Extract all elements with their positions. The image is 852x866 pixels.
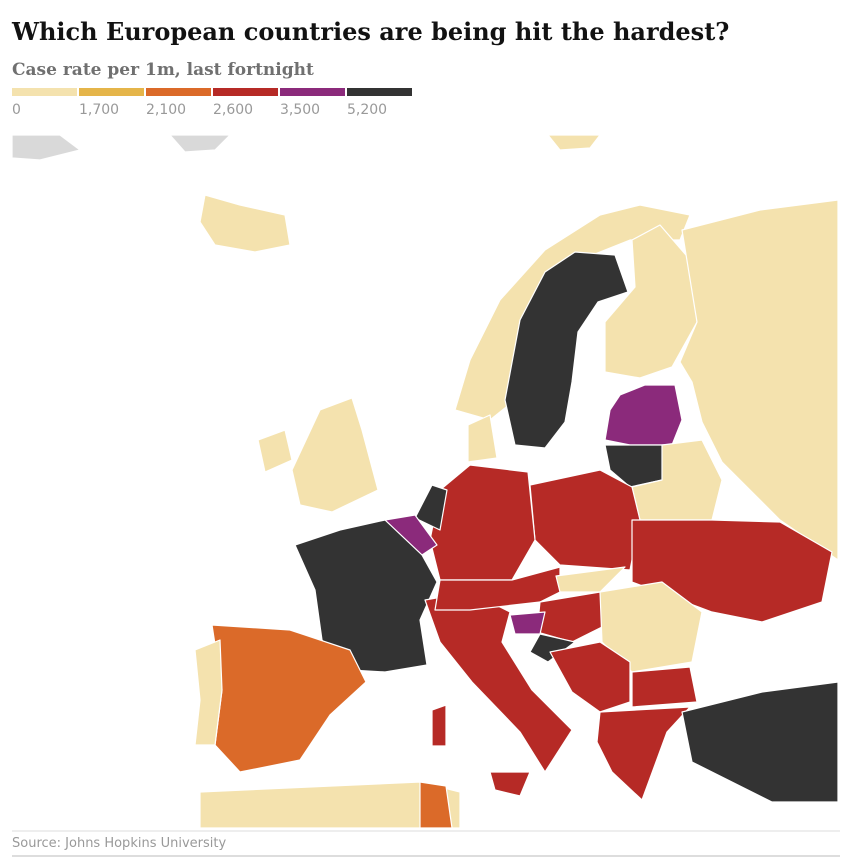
country (599, 581, 703, 673)
title: Which European countries are being hit t… (11, 17, 729, 46)
country (604, 384, 683, 446)
legend-label: 2,600 (213, 102, 253, 118)
map (11, 134, 839, 829)
country (509, 611, 546, 635)
country (291, 397, 379, 513)
country (414, 484, 448, 531)
legend-swatch (12, 88, 77, 96)
legend-swatch (280, 88, 345, 96)
country (604, 224, 698, 379)
country (199, 781, 461, 829)
country (429, 464, 536, 581)
country (504, 251, 629, 449)
country (211, 624, 367, 773)
country (257, 429, 293, 473)
country (294, 519, 438, 673)
country (631, 666, 698, 708)
country (194, 639, 223, 746)
legend-swatch (79, 88, 144, 96)
legend: 0 1,700 2,100 2,600 3,500 5,200 (12, 88, 412, 118)
country (434, 566, 561, 611)
country (419, 781, 453, 829)
country (489, 771, 531, 797)
legend-swatch (213, 88, 278, 96)
subtitle: Case rate per 1m, last fortnight (12, 60, 314, 80)
country (679, 199, 839, 561)
land (169, 134, 231, 153)
legend-swatch (347, 88, 412, 96)
legend-swatch (146, 88, 211, 96)
country (529, 633, 576, 663)
source: Source: Johns Hopkins University (12, 836, 226, 851)
country (681, 681, 839, 803)
legend-label: 5,200 (347, 102, 387, 118)
country (199, 194, 291, 253)
country (467, 414, 498, 463)
legend-label: 1,700 (79, 102, 119, 118)
country (549, 641, 631, 713)
country (547, 134, 601, 151)
greenland (11, 134, 81, 161)
country (555, 566, 626, 593)
legend-label: 3,500 (280, 102, 320, 118)
country (431, 704, 447, 747)
country (529, 469, 641, 571)
legend-label: 2,100 (146, 102, 186, 118)
legend-label: 0 (12, 102, 21, 118)
country (596, 706, 691, 801)
